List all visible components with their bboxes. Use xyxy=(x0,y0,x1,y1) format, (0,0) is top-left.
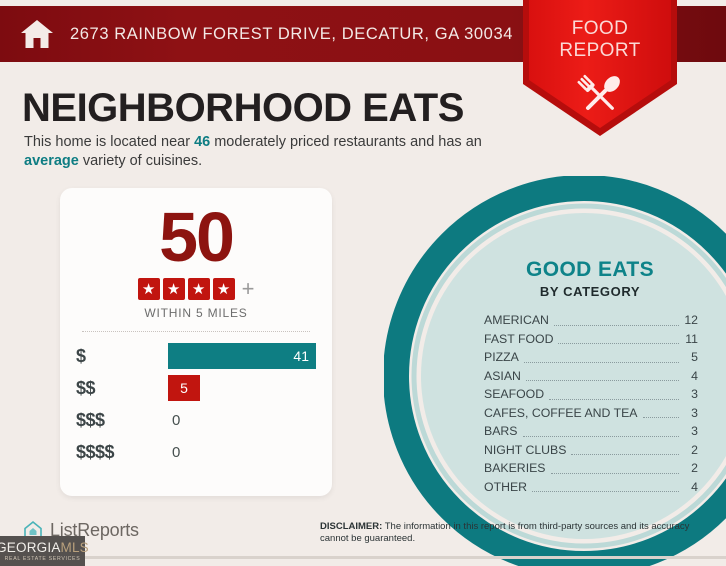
list-item: CAFES, COFFEE AND TEA 3 xyxy=(484,404,698,423)
disclaimer-label: DISCLAIMER: xyxy=(320,521,383,532)
listreports-logo[interactable]: ListReports xyxy=(22,519,139,541)
star-plus-symbol: + xyxy=(241,276,255,301)
category-name: BARS xyxy=(484,424,518,438)
list-item: AMERICAN 12 xyxy=(484,311,698,330)
list-item: ASIAN 4 xyxy=(484,367,698,386)
table-row: $$$ 0 xyxy=(76,404,320,436)
badge-line-1: FOOD xyxy=(571,18,629,39)
category-name: BAKERIES xyxy=(484,461,546,475)
card-divider xyxy=(82,331,310,332)
list-item: OTHER 4 xyxy=(484,478,698,497)
dot-leader xyxy=(553,324,679,326)
dot-leader xyxy=(571,454,679,455)
georgia-mls-watermark: GEORGIAMLS REAL ESTATE SERVICES xyxy=(0,536,89,566)
dot-leader xyxy=(642,417,679,418)
score-card: 50 ★ ★ ★ ★ + WITHIN 5 MILES $ 41 $$ 5 xyxy=(60,188,332,496)
dot-leader xyxy=(532,491,679,492)
dot-leader xyxy=(523,361,679,363)
category-name: SEAFOOD xyxy=(484,387,545,401)
category-count: 12 xyxy=(684,313,698,327)
category-name: CAFES, COFFEE AND TEA xyxy=(484,405,638,420)
list-item: FAST FOOD 11 xyxy=(484,330,698,349)
list-item: NIGHT CLUBS 2 xyxy=(484,441,698,460)
subtitle-highlight-count: 46 xyxy=(194,134,211,150)
category-count: 5 xyxy=(691,350,698,364)
category-count: 2 xyxy=(691,442,698,457)
tier-track: 0 xyxy=(168,439,320,465)
table-row: $$$$ 0 xyxy=(76,436,320,468)
star-rating: ★ ★ ★ ★ + xyxy=(60,278,332,300)
disclaimer: DISCLAIMER: The information in this repo… xyxy=(320,521,716,545)
star-icon: ★ xyxy=(187,278,210,300)
tier-label: $$$$ xyxy=(76,441,115,462)
page-subtitle: This home is located near 46 moderately … xyxy=(24,133,504,171)
dot-leader xyxy=(550,472,679,474)
tier-value: 0 xyxy=(172,411,181,429)
table-row: $$ 5 xyxy=(76,372,320,404)
property-address: 2673 RAINBOW FOREST DRIVE, DECATUR, GA 3… xyxy=(70,24,514,43)
category-name: ASIAN xyxy=(484,368,521,383)
dot-leader xyxy=(558,343,679,344)
dot-leader xyxy=(525,380,679,381)
star-icon: ★ xyxy=(162,278,185,300)
dot-leader xyxy=(549,398,679,400)
footer-divider xyxy=(0,556,726,559)
food-report-badge: FOOD REPORT xyxy=(519,0,681,140)
good-eats-list: AMERICAN 12 FAST FOOD 11 PIZZA 5 ASIAN 4… xyxy=(470,311,710,496)
tier-bar: 5 xyxy=(168,375,200,401)
disclaimer-text: The information in this report is from t… xyxy=(320,521,690,544)
spoon-fork-icon xyxy=(577,74,620,111)
category-count: 2 xyxy=(691,461,698,475)
tier-label: $$$ xyxy=(76,409,105,430)
badge-line-2: REPORT xyxy=(559,40,641,61)
price-tier-chart: $ 41 $$ 5 $$$ 0 $$$$ 0 xyxy=(60,340,332,468)
tier-bar: 41 xyxy=(168,343,316,369)
subtitle-part-2: moderately priced restaurants and has an xyxy=(210,134,482,150)
tier-label: $$ xyxy=(76,377,96,398)
star-icon: ★ xyxy=(212,278,235,300)
page-title: NEIGHBORHOOD EATS xyxy=(22,86,464,130)
category-count: 4 xyxy=(691,368,698,383)
tier-label: $ xyxy=(76,345,86,366)
badge-label: FOOD REPORT xyxy=(519,18,681,62)
table-row: $ 41 xyxy=(76,340,320,372)
category-name: OTHER xyxy=(484,479,528,494)
watermark-brand: GEORGIAMLS xyxy=(0,539,89,555)
tier-value: 0 xyxy=(172,443,181,461)
category-count: 3 xyxy=(691,405,698,420)
category-count: 11 xyxy=(685,331,698,346)
watermark-tagline: REAL ESTATE SERVICES xyxy=(4,555,81,562)
tier-track: 0 xyxy=(168,407,320,433)
list-item: BAKERIES 2 xyxy=(484,459,698,478)
category-name: PIZZA xyxy=(484,350,519,364)
category-count: 3 xyxy=(691,387,698,401)
dot-leader xyxy=(522,435,679,437)
tier-track: 5 xyxy=(168,375,320,401)
category-name: NIGHT CLUBS xyxy=(484,442,567,457)
list-item: SEAFOOD 3 xyxy=(484,385,698,404)
score-caption: WITHIN 5 MILES xyxy=(144,306,248,320)
good-eats-title: GOOD EATS xyxy=(525,258,655,281)
teal-ring-graphic xyxy=(383,175,726,566)
watermark-georgia: GEORGIA xyxy=(0,539,61,555)
category-count: 3 xyxy=(691,424,698,438)
subtitle-highlight-variety: average xyxy=(24,153,79,169)
list-item: BARS 3 xyxy=(484,422,698,441)
home-icon xyxy=(21,20,53,48)
logo-text: ListReports xyxy=(50,519,139,540)
subtitle-part-3: variety of cuisines. xyxy=(78,153,203,169)
subtitle-part-1: This home is located near xyxy=(24,134,195,150)
good-eats-panel: GOOD EATS BY CATEGORY AMERICAN 12 FAST F… xyxy=(470,258,710,496)
tier-track: 41 xyxy=(168,343,320,369)
category-name: FAST FOOD xyxy=(484,331,554,346)
category-count: 4 xyxy=(691,479,698,494)
star-icon: ★ xyxy=(137,278,160,300)
good-eats-subtitle: BY CATEGORY xyxy=(539,284,641,299)
list-item: PIZZA 5 xyxy=(484,348,698,367)
restaurant-score: 50 xyxy=(159,198,235,276)
category-name: AMERICAN xyxy=(484,313,549,327)
watermark-mls: MLS xyxy=(60,539,89,555)
